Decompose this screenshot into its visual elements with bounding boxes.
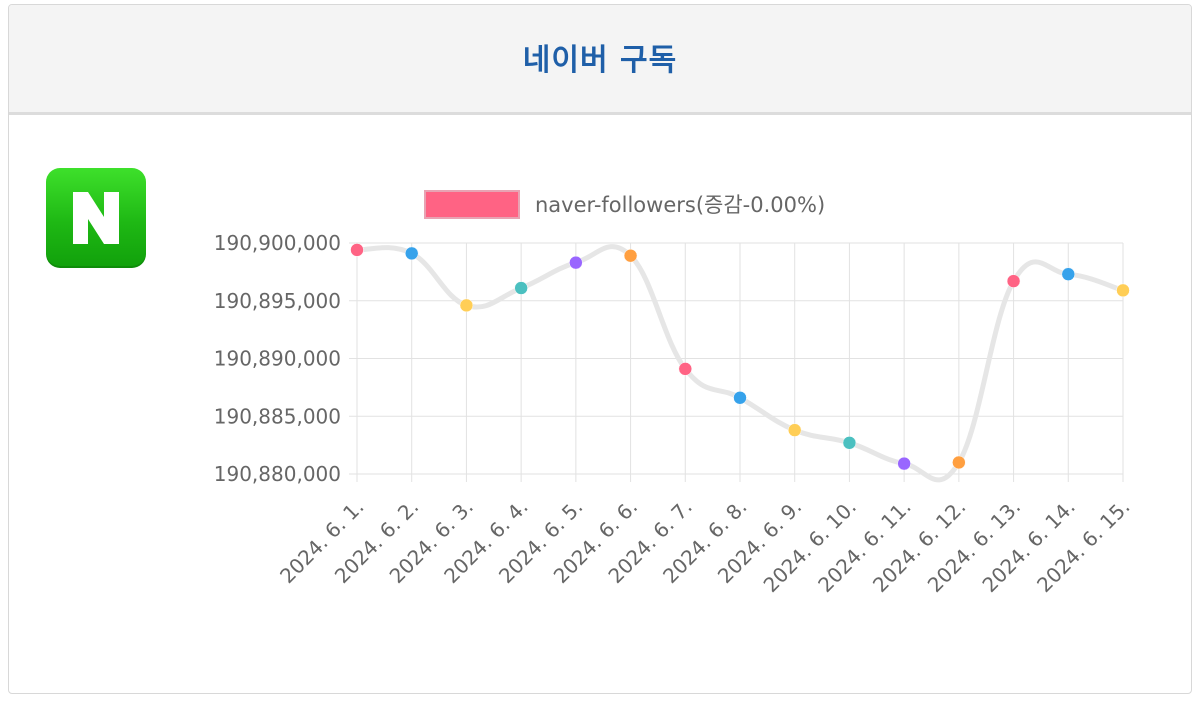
data-point[interactable] [952,455,966,470]
data-point[interactable] [897,456,911,471]
data-point[interactable] [404,246,419,261]
data-point[interactable] [1061,267,1076,281]
card-header: 네이버 구독 [9,5,1191,115]
y-tick-label: 190,890,000 [214,347,341,371]
x-axis: 2024. 6. 1.2024. 6. 2.2024. 6. 3.2024. 6… [275,495,1134,597]
data-point[interactable] [787,423,802,437]
naver-subscribers-card: 네이버 구독 naver-followers(증감-0.00%) 190,880… [8,4,1192,694]
data-point[interactable] [623,248,638,263]
data-point[interactable] [569,255,583,270]
y-axis: 190,880,000 190,885,000 190,890,000 190,895… [214,231,341,486]
data-point[interactable] [459,298,474,313]
data-point[interactable] [678,362,693,376]
data-point[interactable] [733,391,747,405]
line-chart: naver-followers(증감-0.00%) 190,880,000190… [214,190,1135,597]
y-tick-label: 190,895,000 [214,289,341,313]
y-tick-label: 190,900,000 [214,231,341,255]
data-point[interactable] [842,436,857,450]
legend-label[interactable]: naver-followers(증감-0.00%) [535,193,825,217]
chart-grid [349,242,1124,482]
data-point[interactable] [514,281,528,295]
data-point[interactable] [350,243,364,257]
naver-logo-icon [46,168,146,268]
legend-swatch[interactable] [424,190,520,219]
y-tick-label: 190,880,000 [214,462,341,486]
card-title: 네이버 구독 [522,42,678,78]
data-point[interactable] [1006,274,1021,288]
chart-legend: naver-followers(증감-0.00%) [424,190,825,219]
data-point[interactable] [1116,283,1130,298]
y-tick-label: 190,885,000 [214,404,341,428]
data-points [350,243,1130,471]
